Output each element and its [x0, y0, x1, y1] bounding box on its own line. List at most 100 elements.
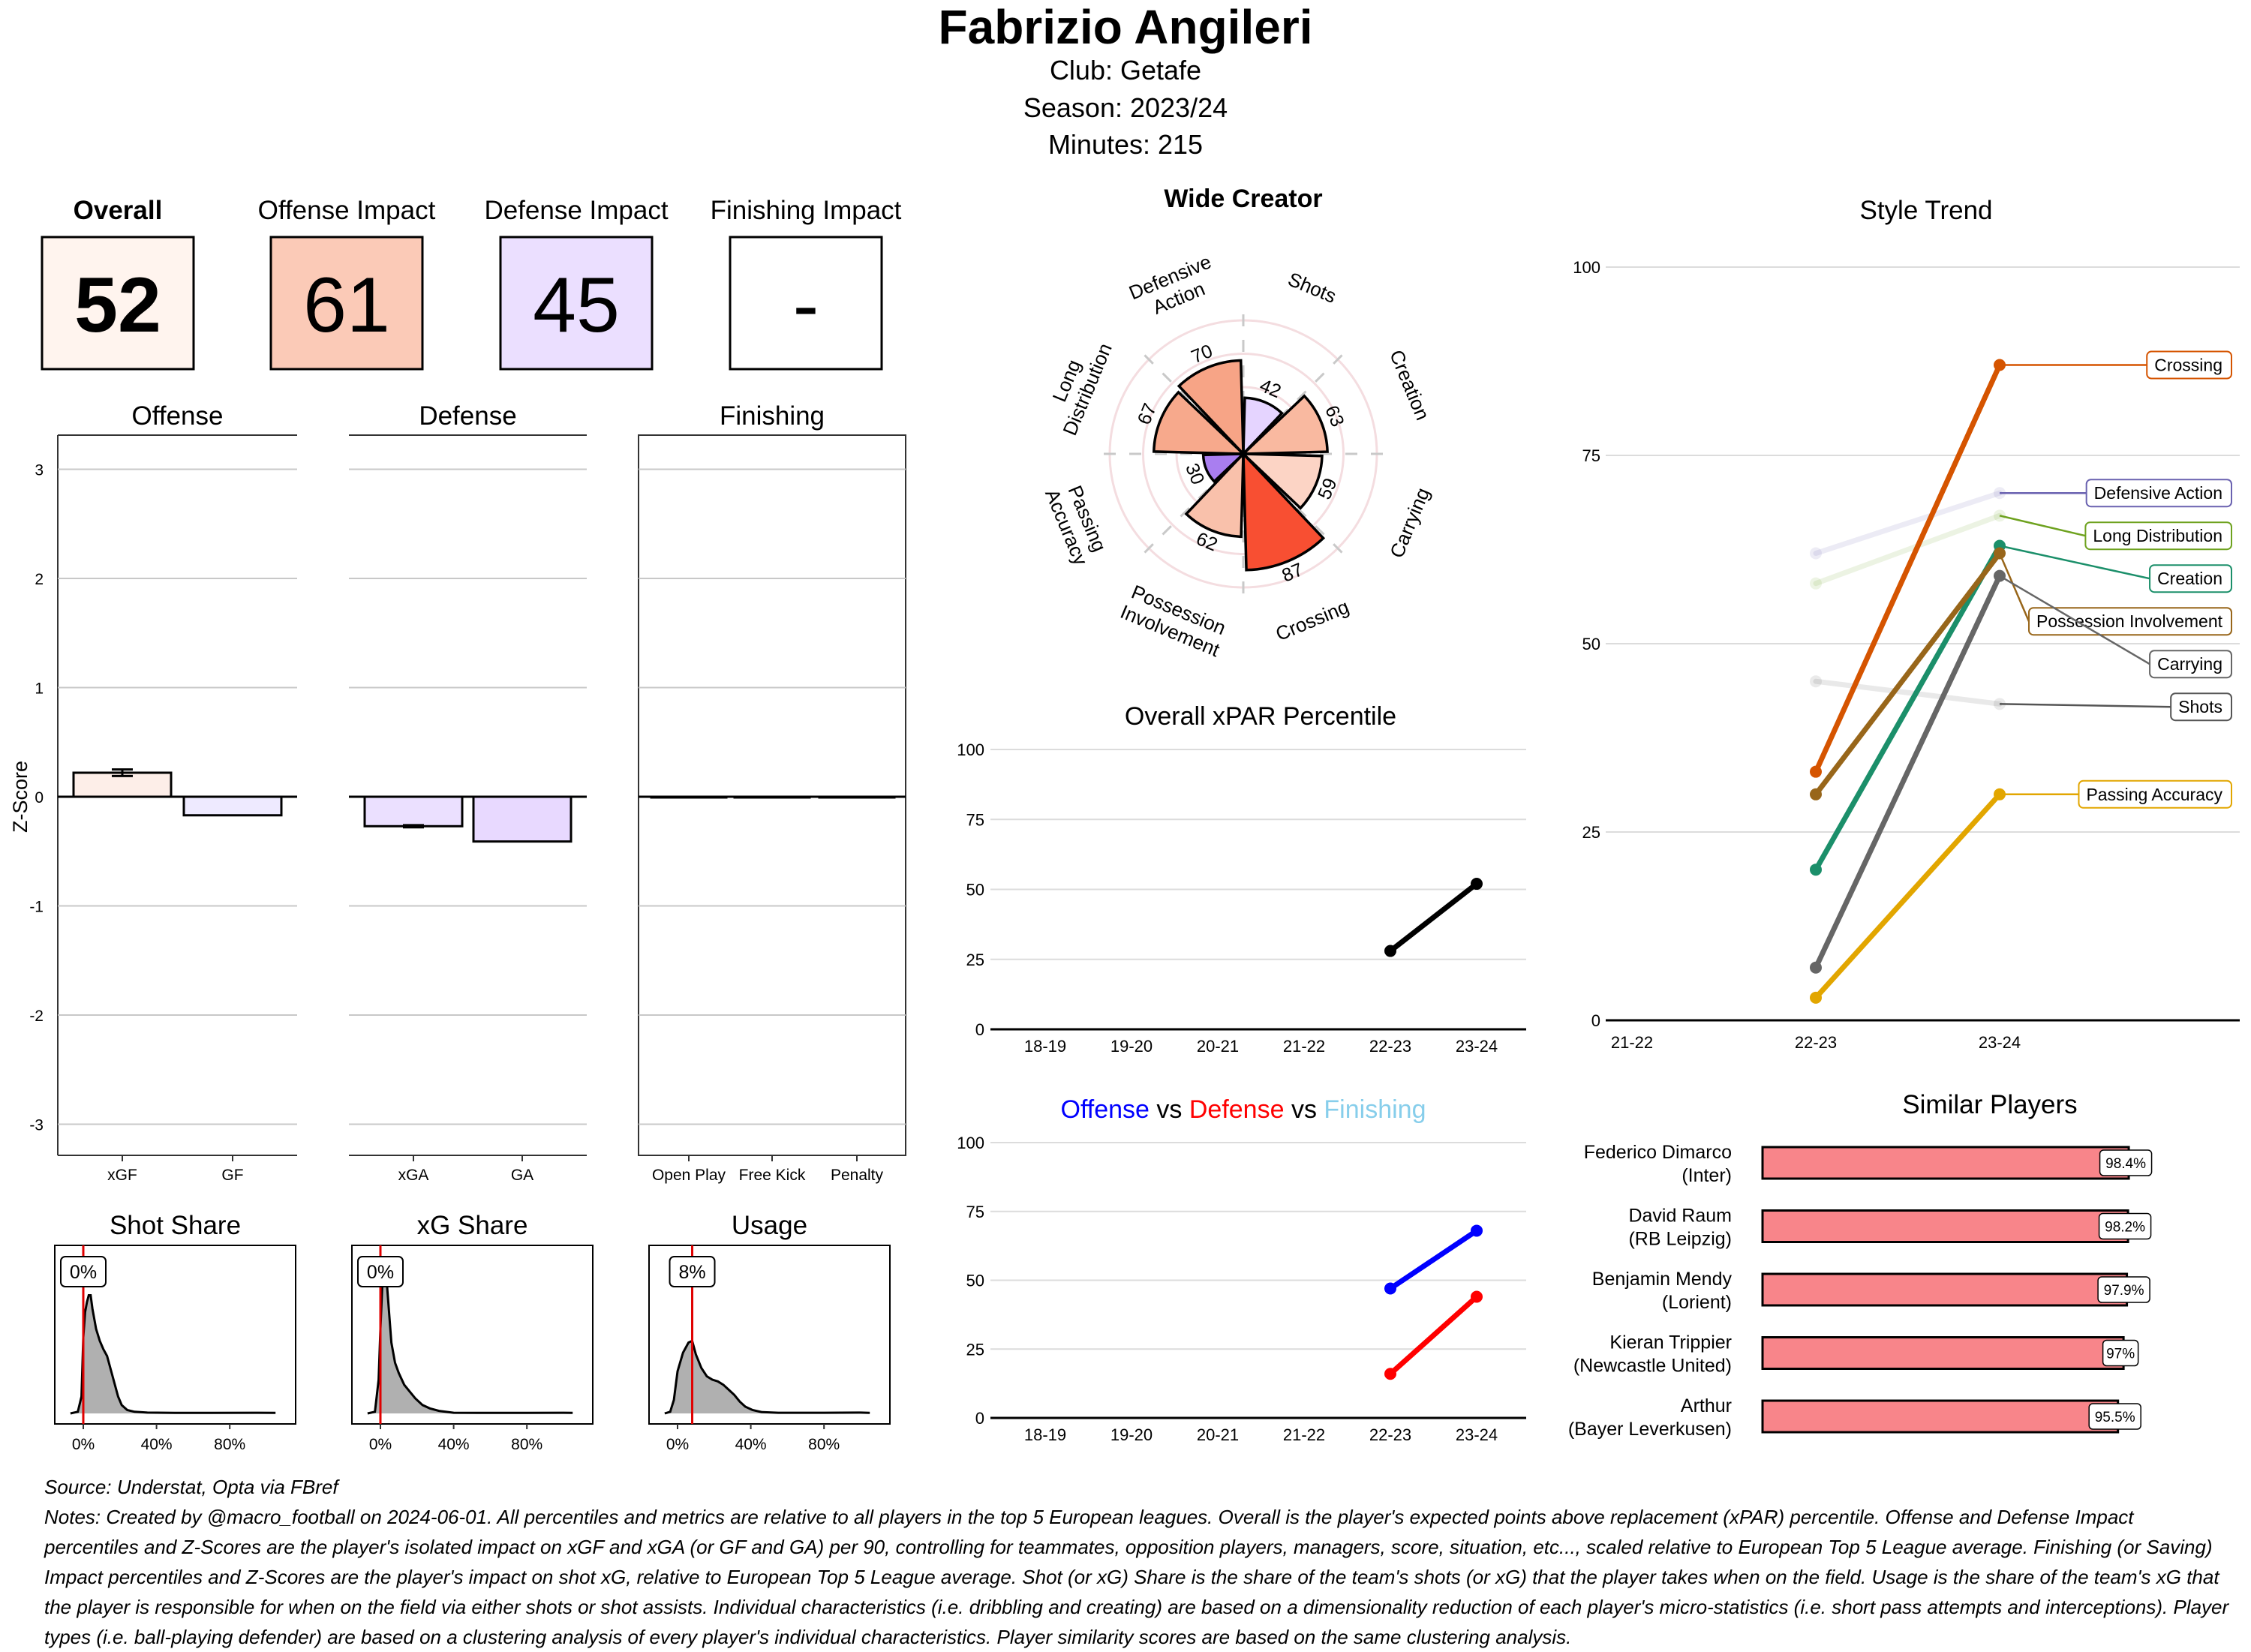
- x-tick-label: Free Kick: [739, 1167, 806, 1184]
- z-bar: [182, 795, 283, 817]
- radar-category-label: PassingAccuracy: [1041, 477, 1113, 569]
- card-box: [729, 236, 883, 371]
- notes-text: Notes: Created by @macro_football on 202…: [44, 1506, 2229, 1648]
- x-tick-label: 19-20: [1110, 1425, 1153, 1444]
- x-tick-label: Penalty: [831, 1167, 884, 1184]
- card-label: Offense Impact: [258, 196, 436, 225]
- y-axis-title: Z-Score: [9, 761, 32, 833]
- similar-player-name: Arthur: [1681, 1395, 1732, 1416]
- footer-notes: Source: Understat, Opta via FBref Notes:…: [44, 1472, 2229, 1652]
- similarity-label-box: [2097, 1276, 2150, 1303]
- title-part-finishing: Finishing: [1324, 1095, 1426, 1124]
- x-tick-label: 0%: [72, 1436, 95, 1453]
- radar-bar: [1242, 450, 1326, 572]
- card-value: -: [793, 262, 819, 349]
- radar-category-line: Carrying: [1385, 485, 1434, 561]
- x-tick-label: GF: [221, 1167, 243, 1184]
- y-tick-label: 50: [1582, 635, 1600, 653]
- style-trend-chart: Style Trend 0 25 50 75 100 21-22 22-23 23-24 Defe…: [1573, 196, 2240, 1052]
- x-tick-label: Open Play: [652, 1167, 726, 1184]
- x-tick-label: 22-23: [1369, 1037, 1411, 1056]
- y-tick-label: 25: [966, 951, 984, 969]
- radar-bar: [1242, 396, 1284, 458]
- card-label: Defense Impact: [484, 196, 668, 225]
- x-tick-label: 18-19: [1024, 1037, 1066, 1056]
- series-label: Creation: [2157, 569, 2222, 588]
- value-label-box: [60, 1256, 107, 1287]
- series-line: [1813, 791, 2003, 1001]
- y-tick-label: 75: [966, 810, 984, 829]
- density-line: [664, 1339, 870, 1415]
- radar-bar: [1177, 359, 1245, 458]
- y-tick-label: 0: [975, 1020, 984, 1039]
- radar-category-label: Creation: [1385, 347, 1434, 423]
- radar-value-label: 63: [1321, 402, 1348, 429]
- title-part-vs: vs: [1156, 1095, 1182, 1124]
- card-label: Finishing Impact: [711, 196, 902, 225]
- title-part-offense: Offense: [1061, 1095, 1150, 1124]
- density-area: [664, 1341, 870, 1413]
- x-tick-label: 23-24: [1456, 1425, 1498, 1444]
- series-line: [1813, 362, 2003, 775]
- impact-cards: Overall 52 Offense Impact 61 Defense Impact 4…: [41, 196, 902, 371]
- radar-bar: [1152, 390, 1247, 455]
- similar-player-name: Benjamin Mendy: [1592, 1269, 1733, 1290]
- x-tick-label: 80%: [214, 1436, 245, 1453]
- similarity-label: 98.4%: [2105, 1156, 2146, 1172]
- y-tick-label: 75: [966, 1203, 984, 1221]
- offense-defense-chart: Offense vs Defense vs Finishing 0 25 50 75 10…: [957, 1095, 1526, 1444]
- y-tick-label: -2: [29, 1008, 44, 1025]
- x-tick-label: 0%: [666, 1436, 689, 1453]
- similarity-label: 97.9%: [2104, 1283, 2144, 1299]
- panel-title: Shot Share: [110, 1211, 241, 1240]
- y-tick-label: 3: [35, 462, 44, 479]
- similarity-label-box: [2098, 1212, 2152, 1240]
- y-tick-label: -1: [29, 899, 44, 916]
- x-tick-label: 20-21: [1197, 1037, 1239, 1056]
- chart-title: Overall xPAR Percentile: [1125, 702, 1396, 731]
- series-line: [1813, 678, 2003, 707]
- x-tick-label: 22-23: [1369, 1425, 1411, 1444]
- club-text: Club: Getafe: [1050, 55, 1201, 86]
- radar-grid-ring: [1142, 353, 1345, 555]
- x-tick-label: xGA: [398, 1167, 429, 1184]
- data-point: [1471, 1290, 1483, 1303]
- radar-category-label: PossessionInvolvement: [1117, 579, 1232, 661]
- x-tick-label: 80%: [808, 1436, 840, 1453]
- chart-title: Style Trend: [1859, 196, 1992, 225]
- series-label: Passing Accuracy: [2086, 785, 2222, 804]
- label-connector: [1999, 703, 2171, 708]
- series-label: Carrying: [2157, 654, 2222, 674]
- y-tick-label: 100: [1573, 258, 1600, 277]
- similarity-label: 97%: [2106, 1347, 2135, 1362]
- series-label: Crossing: [2154, 356, 2222, 375]
- similar-player-club: (Newcastle United): [1573, 1356, 1732, 1377]
- xpar-chart: Overall xPAR Percentile 0 25 50 75 100 18-19 19…: [957, 702, 1526, 1056]
- similar-player-club: (Inter): [1681, 1165, 1732, 1186]
- similar-player-club: (Bayer Leverkusen): [1568, 1419, 1732, 1440]
- x-tick-label: 80%: [511, 1436, 542, 1453]
- y-tick-label: 50: [966, 1272, 984, 1290]
- similarity-label: 95.5%: [2095, 1410, 2135, 1425]
- card-box: [269, 236, 424, 371]
- series-line: [1387, 881, 1480, 954]
- series-line: [1813, 490, 2003, 557]
- density-line: [70, 1294, 276, 1415]
- label-connector: [1999, 575, 2150, 665]
- radar-grid-ring: [1175, 386, 1312, 522]
- label-connector: [1998, 553, 2030, 622]
- data-point: [1810, 788, 1822, 800]
- z-score-panels: 3 2 1 0 -1 -2 -3 Z-Score Offense xGF GF Defense xGA G…: [9, 401, 906, 1184]
- radar-category-label: Shots: [1285, 268, 1339, 308]
- card-value: 52: [74, 262, 161, 349]
- y-tick-label: 25: [966, 1340, 984, 1359]
- panel-title: Usage: [732, 1211, 807, 1240]
- panel-title: Defense: [419, 401, 516, 431]
- data-point: [1384, 1368, 1396, 1380]
- panel-title: Offense: [132, 401, 224, 431]
- similarity-bar: [1761, 1272, 2129, 1307]
- data-point: [1810, 547, 1822, 560]
- similar-player-name: Kieran Trippier: [1609, 1332, 1732, 1353]
- label-connector: [1999, 515, 2086, 537]
- x-tick-label: 21-22: [1611, 1033, 1653, 1052]
